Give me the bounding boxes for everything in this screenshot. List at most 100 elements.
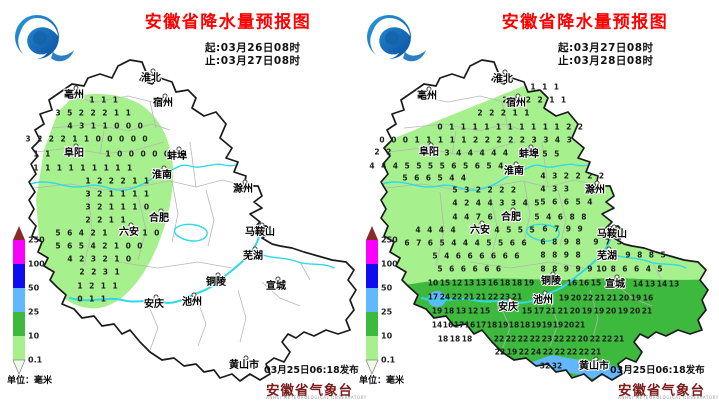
precip-value: 16	[642, 293, 654, 303]
precip-value: 2	[577, 122, 583, 132]
precip-value: 22	[517, 334, 529, 344]
precip-value: 0	[391, 135, 397, 145]
precip-value: 5	[437, 264, 443, 274]
precip-value: 8	[648, 250, 654, 260]
city-marker	[507, 297, 513, 303]
precip-value: 0	[379, 135, 385, 145]
precip-value: 6	[563, 197, 569, 207]
precip-value: 14	[431, 320, 443, 330]
precip-value: 6	[540, 237, 546, 247]
precip-value: 3	[85, 189, 91, 199]
precip-value: 1	[142, 228, 148, 238]
precip-value: 20	[569, 306, 581, 316]
precip-value: 3	[79, 121, 85, 131]
precip-value: 6	[479, 251, 485, 261]
precip-value: 4	[90, 241, 96, 251]
precip-value: 18	[443, 306, 455, 316]
precip-value: 9	[587, 264, 593, 274]
city-label: 滁州	[585, 185, 605, 196]
precip-value: 2	[108, 176, 114, 186]
precip-value: 2	[496, 135, 502, 145]
precip-value: 22	[542, 347, 554, 357]
legend-tick-label: 10	[381, 331, 393, 341]
city-label: 阜阳	[64, 148, 84, 159]
precip-value: 5	[404, 161, 410, 171]
precip-value: 19	[497, 320, 509, 330]
precip-value: 5	[542, 149, 548, 159]
precip-value: 5	[432, 251, 438, 261]
precip-value: 2	[386, 147, 392, 157]
precip-value: 4	[381, 161, 387, 171]
precip-value: 3	[444, 148, 450, 158]
precip-value: 1	[108, 202, 114, 212]
precip-value: 5	[462, 161, 469, 171]
city-marker	[426, 86, 432, 92]
precip-value: 19	[593, 306, 605, 316]
precip-value: 6	[449, 264, 455, 274]
city-marker	[606, 246, 612, 252]
precip-value: 3	[499, 198, 505, 208]
precip-value: 1	[112, 95, 118, 105]
precip-value: 8	[575, 250, 581, 260]
city-label: 马鞍山	[597, 229, 627, 240]
precip-value: 6	[425, 173, 431, 183]
city-marker	[542, 290, 548, 296]
precip-value: 1	[85, 176, 91, 186]
precip-value: 2	[464, 198, 470, 208]
precip-value: 6	[490, 251, 497, 261]
precip-value: 1	[460, 122, 466, 132]
precip-value: 6	[495, 264, 502, 274]
precip-value: 1	[132, 176, 138, 186]
precip-value: 1	[113, 108, 120, 118]
precip-value: 3	[102, 267, 108, 277]
precip-value: 1	[143, 176, 150, 186]
precip-value: 21	[613, 334, 625, 344]
precip-value: 5	[616, 237, 622, 247]
precip-value: 0	[143, 202, 150, 212]
precip-value: 18	[511, 278, 523, 288]
precip-value: 13	[475, 278, 487, 288]
precip-value: 4	[444, 251, 450, 261]
precip-value: 18	[486, 320, 498, 330]
precip-value: 19	[558, 293, 570, 303]
precip-value: 16	[566, 278, 578, 288]
precip-value: 1	[554, 122, 560, 132]
precip-value: 4	[451, 238, 457, 248]
precip-value: 15	[479, 306, 491, 316]
city-marker	[513, 161, 519, 167]
legend-tick-label: 10	[28, 331, 40, 341]
precip-value: 4	[498, 161, 504, 171]
precip-value: 21	[590, 347, 602, 357]
precip-value: 2	[510, 185, 517, 195]
precip-value: 18	[508, 320, 520, 330]
city-label: 马鞍山	[245, 227, 275, 238]
precip-value: 1	[143, 189, 150, 199]
precip-value: 8	[552, 250, 558, 260]
precip-value: 10	[596, 264, 607, 274]
precip-value: 2	[525, 95, 531, 105]
rain-patch-blue-day2	[428, 291, 446, 307]
precip-value: 1	[120, 215, 126, 225]
precip-value: 2	[85, 215, 91, 225]
precip-value: 4	[462, 238, 469, 248]
precip-value: 0	[152, 149, 158, 159]
precip-value: 1	[102, 228, 108, 238]
precip-value: 3	[552, 184, 558, 194]
precip-value: 1	[114, 254, 120, 264]
city-marker	[502, 69, 508, 75]
precip-value: 0	[437, 122, 443, 132]
precip-value: 1	[132, 202, 138, 212]
city-marker	[528, 144, 534, 150]
legend-colorbar-right	[365, 226, 379, 376]
city-label: 黄山市	[579, 361, 609, 372]
precip-value: 15	[439, 278, 451, 288]
precip-value: 2	[519, 135, 525, 145]
precip-value: 0	[114, 121, 120, 131]
city-label: 亳州	[417, 91, 437, 102]
precip-value: 17	[427, 292, 439, 302]
precip-value: 0	[137, 241, 143, 251]
precip-value: 6	[472, 264, 478, 274]
precip-value: 5	[55, 241, 61, 251]
precip-value: 1	[108, 215, 114, 225]
precip-value: 6	[404, 238, 410, 248]
